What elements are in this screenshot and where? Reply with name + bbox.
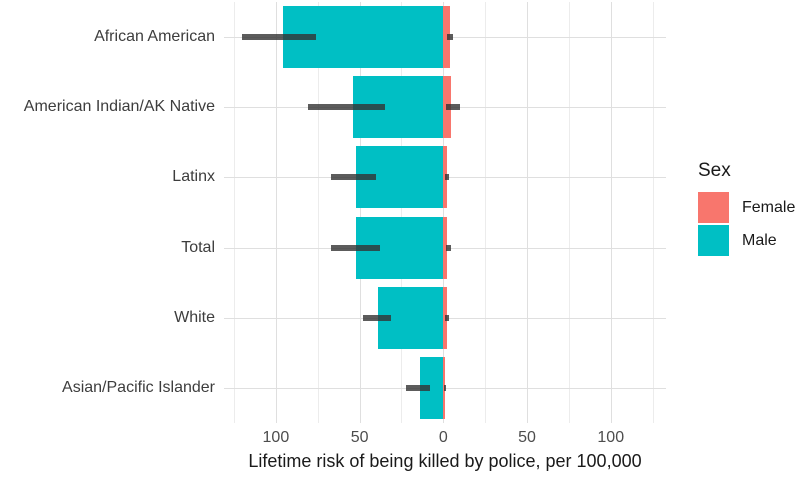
male-errorbar: [242, 34, 317, 41]
category-label: Latinx: [172, 168, 215, 186]
male-errorbar: [307, 104, 385, 111]
male-errorbar: [362, 314, 392, 321]
category-label: African American: [94, 28, 215, 46]
x-axis-title: Lifetime risk of being killed by police,…: [248, 451, 642, 471]
minor-gridline: [317, 2, 319, 423]
category-label: Total: [181, 238, 215, 256]
category-label: White: [174, 308, 215, 326]
legend-title: Sex: [698, 160, 731, 181]
x-tick-label: 50: [518, 429, 536, 446]
female-swatch: [698, 192, 729, 223]
male-errorbar: [331, 244, 380, 251]
major-gridline: [359, 2, 361, 423]
minor-gridline: [568, 2, 570, 423]
plot-panel: [224, 2, 666, 423]
female-bar: [443, 216, 448, 279]
category-label: Asian/Pacific Islander: [62, 378, 215, 396]
legend-label: Female: [742, 198, 796, 216]
female-errorbar: [445, 314, 450, 321]
female-errorbar: [445, 244, 451, 251]
major-gridline: [610, 2, 612, 423]
major-gridline: [275, 2, 277, 423]
female-errorbar: [445, 104, 461, 111]
major-gridline: [527, 2, 529, 423]
legend: Sex Female Male: [698, 160, 795, 258]
minor-gridline: [485, 2, 487, 423]
male-errorbar: [406, 384, 430, 391]
female-errorbar: [445, 174, 450, 181]
minor-gridline: [234, 2, 236, 423]
female-errorbar: [443, 384, 446, 391]
x-tick-label: 100: [262, 429, 290, 446]
female-errorbar: [447, 34, 453, 41]
female-bar: [443, 286, 447, 349]
major-gridline: [443, 2, 445, 423]
male-bar: [419, 356, 444, 419]
male-errorbar: [331, 174, 377, 181]
minor-gridline: [401, 2, 403, 423]
x-tick-label: 100: [597, 429, 625, 446]
x-tick-label: 0: [438, 429, 448, 446]
minor-gridline: [652, 2, 654, 423]
legend-items: Female Male: [698, 192, 795, 256]
x-tick-label: 50: [350, 429, 369, 446]
legend-label: Male: [742, 231, 777, 249]
legend-item: Male: [698, 225, 795, 256]
legend-item: Female: [698, 192, 795, 223]
female-bar: [443, 6, 450, 69]
category-label: American Indian/AK Native: [23, 98, 215, 116]
male-swatch: [698, 225, 729, 256]
